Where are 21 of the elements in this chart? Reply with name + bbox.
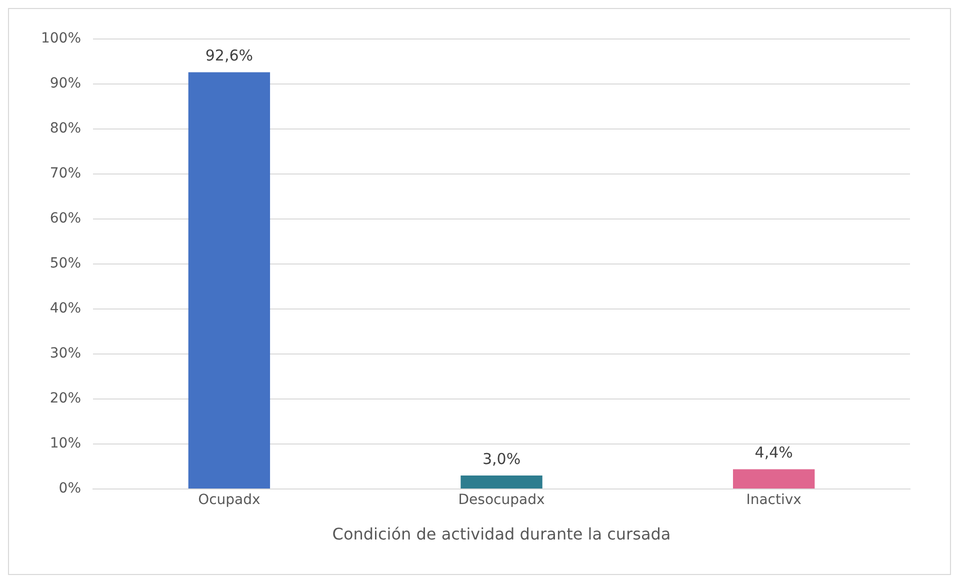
data-label: 92,6% bbox=[205, 46, 254, 65]
bar bbox=[732, 469, 815, 488]
y-tick-label: 50% bbox=[50, 256, 82, 272]
y-tick-label: 10% bbox=[50, 436, 82, 452]
y-tick-label: 80% bbox=[50, 120, 82, 137]
y-tick-label: 70% bbox=[50, 166, 82, 182]
y-tick-label: 90% bbox=[50, 76, 82, 92]
x-tick-label: Inactivx bbox=[746, 492, 802, 508]
bar bbox=[460, 476, 542, 488]
x-tick-label: Desocupadx bbox=[458, 492, 545, 508]
bar bbox=[188, 72, 270, 488]
y-tick-label: 20% bbox=[50, 390, 82, 407]
x-axis-title: Condición de actividad durante la cursada bbox=[332, 524, 671, 544]
y-tick-label: 60% bbox=[50, 210, 82, 227]
y-tick-label: 30% bbox=[50, 346, 82, 362]
y-tick-label: 100% bbox=[40, 30, 82, 47]
y-tick-label: 40% bbox=[50, 300, 82, 317]
y-tick-label: 0% bbox=[58, 480, 82, 497]
data-label: 4,4% bbox=[754, 444, 793, 462]
data-label: 3,0% bbox=[482, 450, 521, 468]
x-tick-label: Ocupadx bbox=[198, 492, 260, 508]
